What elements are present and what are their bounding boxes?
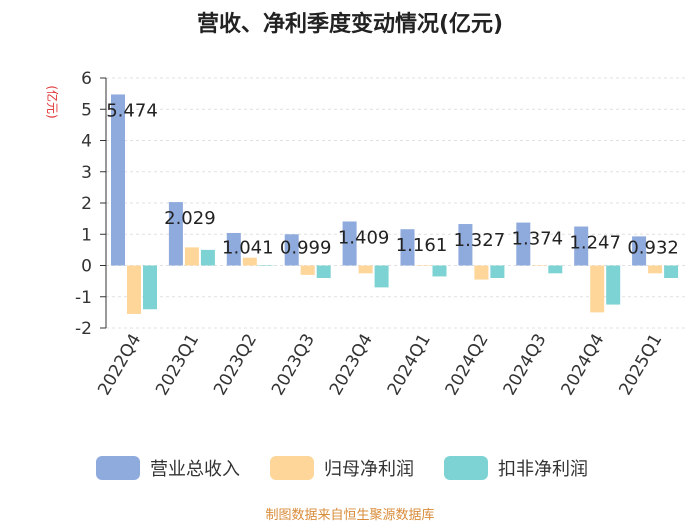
data-label: 1.247 (569, 233, 621, 254)
data-label: 1.327 (454, 230, 506, 251)
x-tick-label: 2023Q3 (268, 331, 319, 399)
bar-net-profit (474, 265, 489, 280)
bar-net-profit (184, 247, 199, 266)
bar-revenue (111, 94, 125, 266)
bar-net-profit (590, 265, 605, 313)
bar-net-profit (127, 265, 141, 314)
legend-item-net-profit[interactable]: 归母净利润 (270, 455, 414, 481)
bar-deducted-profit (548, 265, 563, 274)
x-tick-label: 2022Q4 (94, 331, 145, 399)
legend-label-deducted-profit: 扣非净利润 (498, 459, 588, 480)
bar-revenue (284, 234, 299, 266)
bar-deducted-profit (258, 265, 273, 266)
data-label: 1.409 (338, 227, 390, 248)
legend-swatch-revenue (96, 456, 140, 480)
legend-item-deducted-profit[interactable]: 扣非净利润 (444, 455, 588, 481)
bar-revenue (168, 202, 183, 266)
data-label: 0.932 (627, 238, 679, 259)
bar-deducted-profit (316, 265, 331, 278)
y-tick-label: 3 (81, 163, 92, 183)
chart-title: 营收、净利季度变动情况(亿元) (196, 12, 504, 37)
source-note: 制图数据来自恒生聚源数据库 (265, 508, 435, 523)
y-tick-label: -1 (75, 288, 92, 308)
legend-label-revenue: 营业总收入 (150, 459, 240, 480)
bar-revenue (574, 226, 589, 266)
bar-deducted-profit (374, 265, 389, 288)
x-tick-label: 2023Q4 (326, 331, 377, 399)
legend-label-net-profit: 归母净利润 (324, 459, 414, 480)
y-tick-label: 2 (81, 194, 92, 214)
y-tick-label: 0 (81, 257, 92, 277)
legend-swatch-net-profit (270, 456, 314, 480)
bar-net-profit (300, 265, 315, 275)
data-label: 5.474 (106, 100, 158, 121)
data-label: 0.999 (280, 238, 332, 259)
x-tick-label: 2023Q1 (152, 331, 203, 399)
x-tick-label: 2024Q1 (384, 331, 435, 399)
bar-net-profit (532, 265, 547, 266)
data-label: 1.374 (512, 229, 564, 250)
y-tick-label: 6 (81, 69, 92, 89)
x-tick-label: 2023Q2 (210, 331, 261, 399)
x-tick-label: 2024Q3 (500, 331, 551, 399)
x-tick-label: 2024Q4 (557, 331, 608, 399)
x-tick-label: 2025Q1 (615, 331, 666, 399)
bar-deducted-profit (200, 249, 215, 266)
bar-deducted-profit (490, 265, 505, 278)
bar-deducted-profit (606, 265, 621, 305)
bar-revenue (458, 224, 473, 266)
bar-revenue (516, 222, 531, 266)
bar-net-profit (648, 265, 663, 274)
y-tick-label: -2 (75, 319, 92, 339)
y-axis-label: (亿元) (45, 85, 60, 118)
bar-deducted-profit (143, 265, 157, 310)
y-tick-label: 5 (81, 100, 92, 120)
bar-net-profit (416, 265, 431, 266)
bar-revenue (226, 232, 241, 266)
bar-revenue (632, 236, 647, 266)
bar-revenue (400, 229, 415, 266)
bar-revenue (342, 221, 357, 266)
legend-item-revenue[interactable]: 营业总收入 (96, 455, 240, 481)
x-tick-label: 2024Q2 (442, 331, 493, 399)
data-label: 2.029 (164, 208, 216, 229)
data-label: 1.161 (396, 235, 448, 256)
y-tick-label: 4 (81, 132, 92, 152)
bar-deducted-profit (664, 265, 679, 278)
bar-net-profit (242, 257, 257, 266)
data-label: 1.041 (222, 238, 274, 259)
bar-net-profit (358, 265, 373, 274)
y-tick-label: 1 (81, 225, 92, 245)
bar-deducted-profit (432, 265, 447, 277)
legend-swatch-deducted-profit (444, 456, 488, 480)
